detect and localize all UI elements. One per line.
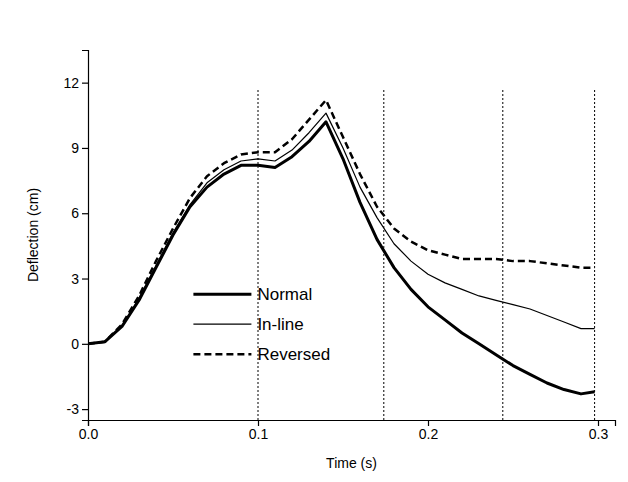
tick-label: 0 [71, 336, 79, 352]
tick-mark [82, 148, 88, 149]
legend-item: Reversed [193, 345, 330, 364]
tick: 0.2 [419, 420, 439, 442]
legend-swatch [193, 353, 251, 356]
tick-mark [82, 278, 88, 279]
legend: Normal In-line Reversed [193, 285, 330, 364]
tick: 3 [71, 271, 88, 287]
tick: -3 [67, 401, 88, 417]
x-axis-title: Time (s) [326, 455, 377, 471]
tick: 0.1 [249, 420, 269, 442]
legend-item: In-line [193, 315, 303, 334]
tick-label: -3 [67, 401, 80, 417]
tick-label: 9 [71, 140, 79, 156]
x-axis: 0.0 0.1 0.2 0.3 [79, 420, 616, 442]
legend-label: Normal [257, 285, 312, 304]
tick-label: 3 [71, 271, 79, 287]
y-axis-title: Deflection (cm) [25, 188, 41, 282]
series-line [88, 100, 595, 344]
plot: 0.0 0.1 0.2 0.3 -3 0 3 6 9 12 Time (s) Deflection (… [25, 51, 616, 472]
tick-mark [82, 83, 88, 84]
tick-label: 6 [71, 205, 79, 221]
tick-mark [82, 344, 88, 345]
reference-line [258, 90, 259, 420]
tick-mark [82, 213, 88, 214]
y-axis: -3 0 3 6 9 12 [63, 51, 88, 421]
tick-label: 12 [63, 75, 79, 91]
tick: 9 [71, 140, 88, 156]
reference-line [502, 90, 503, 420]
tick: 0 [71, 336, 88, 352]
legend-swatch [193, 293, 251, 296]
tick-label: 0.0 [79, 426, 99, 442]
tick: 12 [63, 75, 88, 91]
tick: 0.0 [79, 420, 99, 442]
chart: 0.0 0.1 0.2 0.3 -3 0 3 6 9 12 Time (s) Deflection (… [0, 0, 628, 482]
tick: 0.3 [589, 420, 609, 442]
legend-swatch [193, 324, 251, 325]
tick-mark [82, 409, 88, 410]
axis-line [89, 421, 616, 427]
reference-line [383, 90, 384, 420]
tick-label: 0.3 [589, 426, 609, 442]
legend-item: Normal [193, 285, 312, 304]
series-line [88, 122, 595, 394]
legend-label: Reversed [257, 345, 330, 364]
tick: 6 [71, 205, 88, 221]
tick-label: 0.2 [419, 426, 439, 442]
data-area [88, 90, 595, 420]
reference-line [594, 90, 595, 420]
series-line [88, 113, 595, 344]
legend-label: In-line [257, 315, 303, 334]
tick-label: 0.1 [249, 426, 269, 442]
axis-line [82, 51, 89, 421]
